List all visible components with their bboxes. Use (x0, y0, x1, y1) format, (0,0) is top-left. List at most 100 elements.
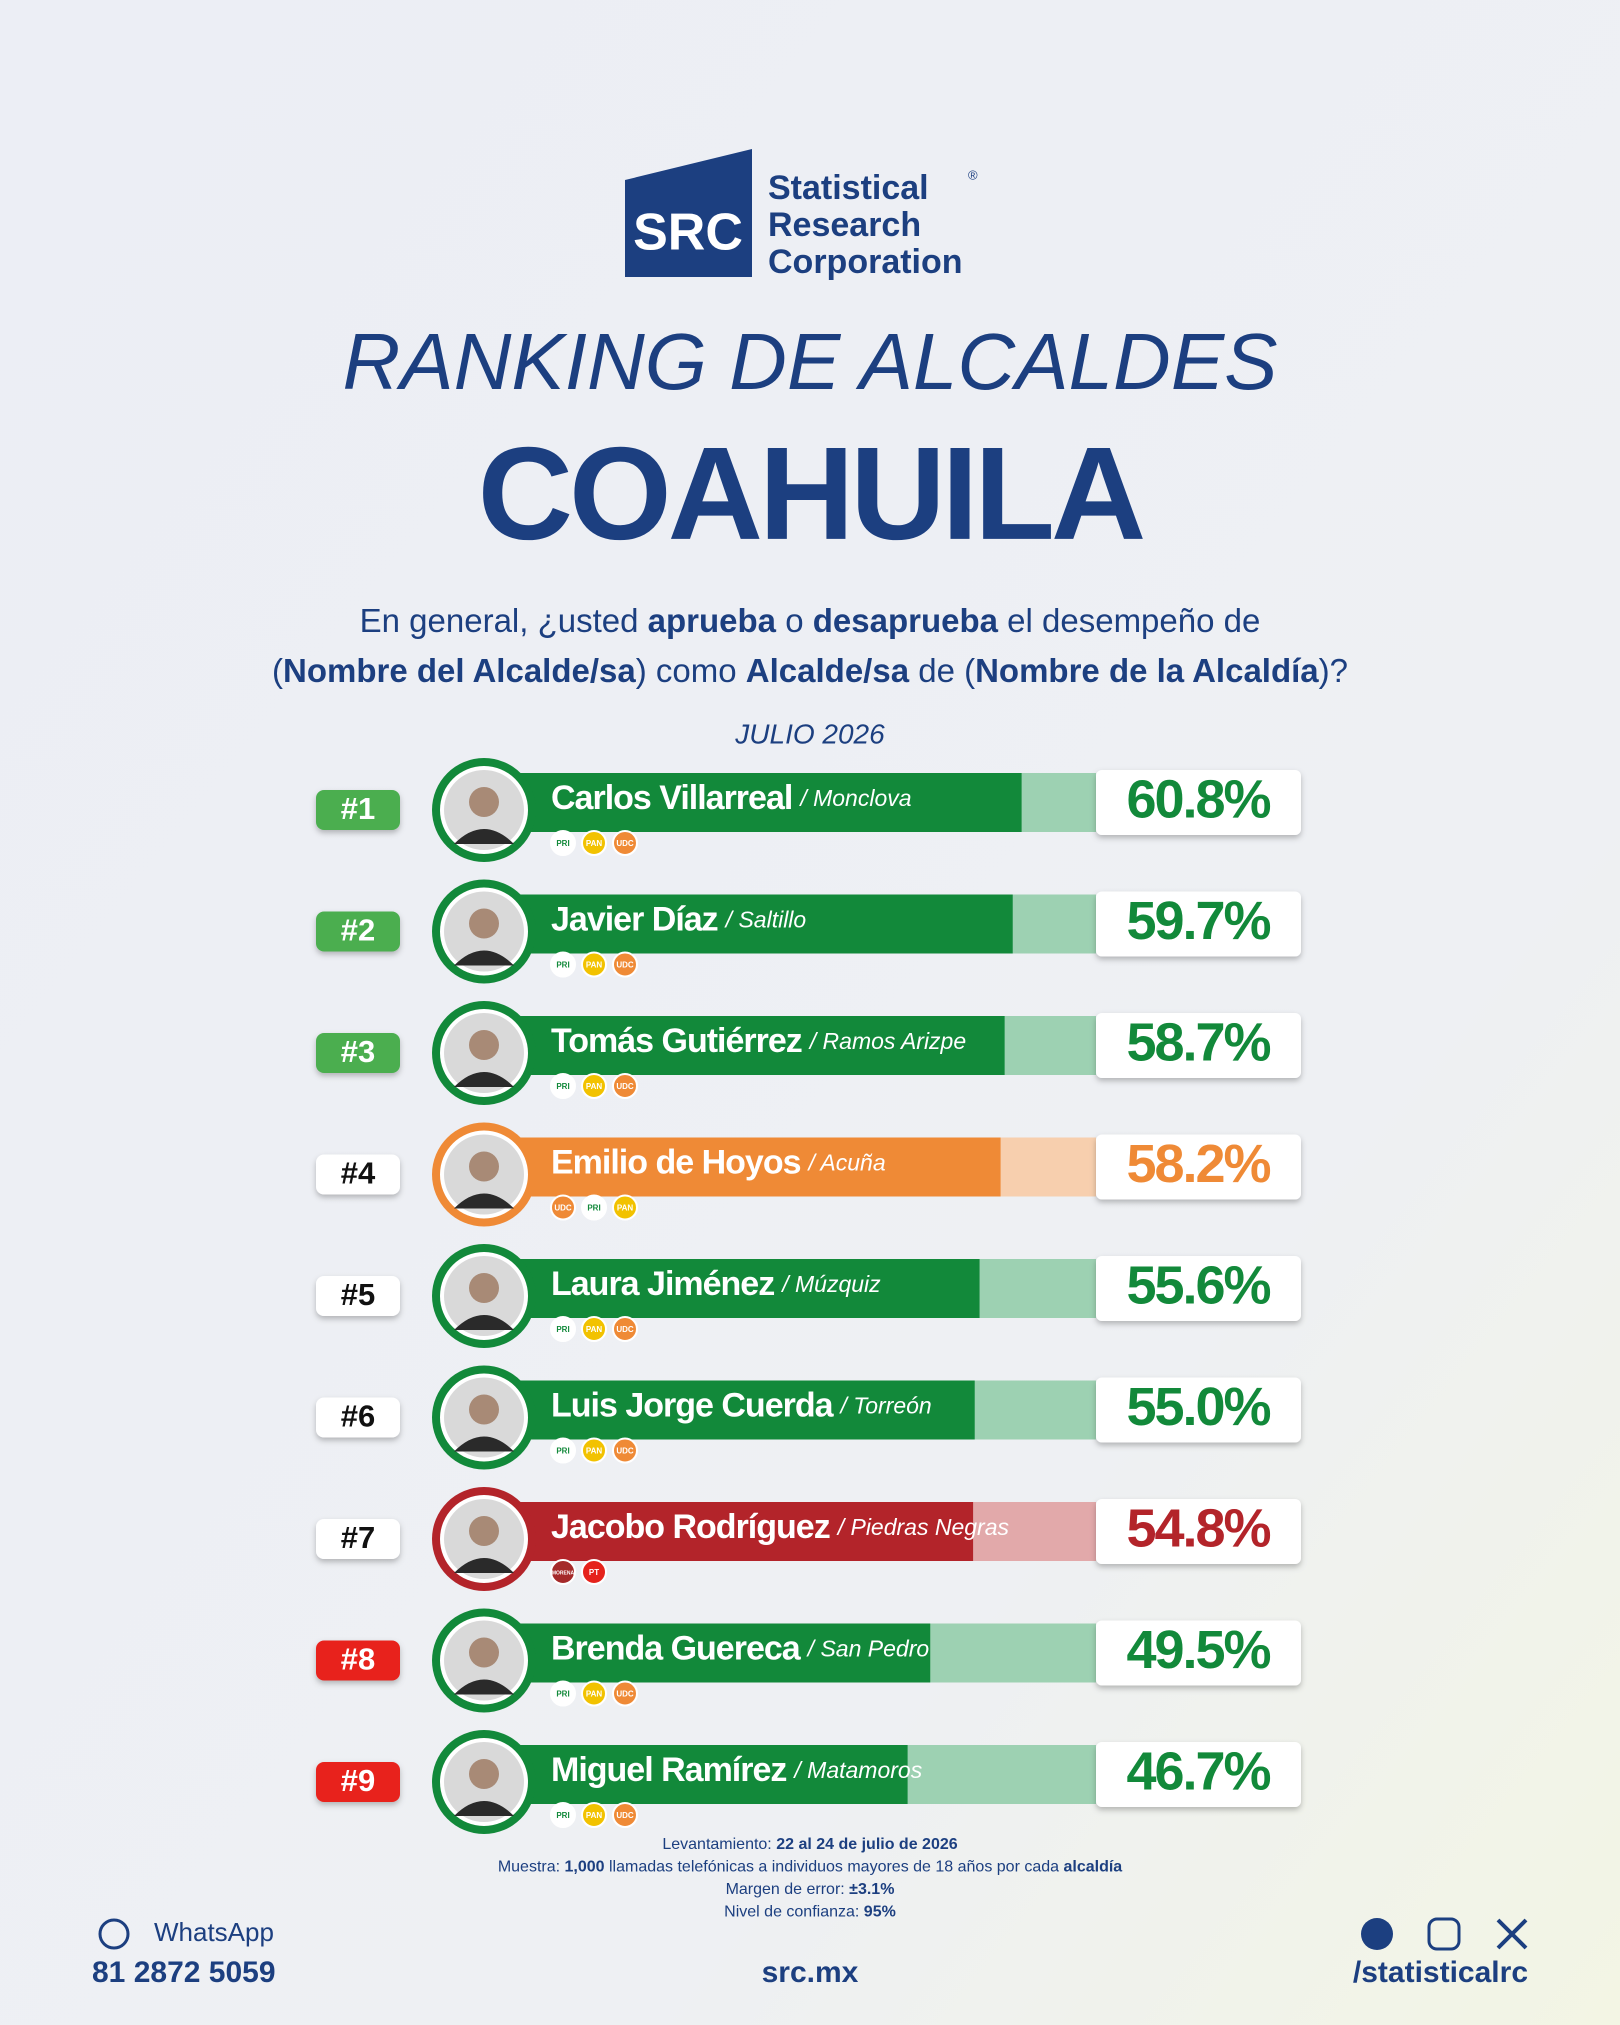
party-icon (612, 1194, 638, 1221)
text-segment: 1,000 (565, 1859, 605, 1876)
party-label: PAN (586, 1082, 603, 1091)
party-icon (550, 1680, 576, 1707)
bar (510, 1259, 980, 1318)
party-icon (612, 1437, 638, 1464)
mayor-label: Jacobo Rodríguez (551, 1508, 830, 1546)
city-label: / Ramos Arizpe (808, 1028, 966, 1054)
text-segment: desaprueba (813, 602, 999, 639)
party-label: PRI (556, 839, 569, 848)
party-label: PAN (586, 1811, 603, 1820)
party-label: UDC (616, 1325, 634, 1334)
party-icon (612, 1680, 638, 1707)
value-label: 46.7% (1126, 1741, 1270, 1801)
methodology-line: Levantamiento: 22 al 24 de julio de 2026 (662, 1836, 957, 1853)
site[interactable]: src.mx (762, 1956, 859, 1989)
text-segment: ±3.1% (849, 1881, 894, 1898)
bar (510, 1502, 974, 1561)
rank-badge (316, 1640, 400, 1681)
phone[interactable]: 81 2872 5059 (92, 1956, 276, 1989)
party-label: PRI (556, 1082, 569, 1091)
text-segment: Levantamiento: (662, 1836, 776, 1853)
instagram-icon[interactable] (1427, 1917, 1461, 1951)
text-segment: Nivel de confianza: (724, 1904, 864, 1921)
photo-body (454, 1193, 514, 1209)
mayor-name: Tomás Gutiérrez / Ramos Arizpe (551, 1022, 966, 1060)
period: JULIO 2026 (734, 718, 885, 749)
party-icon (550, 1437, 576, 1464)
whatsapp-label[interactable]: WhatsApp (154, 1917, 274, 1947)
party-label: PAN (617, 1204, 634, 1213)
party-label: PAN (586, 839, 603, 848)
city-label: / Saltillo (724, 907, 807, 933)
text-segment: de ( (909, 652, 975, 689)
photo-body (454, 1315, 514, 1330)
mayor-label: Miguel Ramírez (551, 1751, 786, 1789)
methodology-line: Muestra: 1,000 llamadas telefónicas a in… (498, 1859, 1122, 1876)
value-box (1096, 1620, 1301, 1686)
mayor-name: Miguel Ramírez / Matamoros (551, 1751, 923, 1789)
party-label: PAN (586, 1325, 603, 1334)
bar (510, 1745, 908, 1804)
value-box (1096, 1256, 1301, 1321)
photo-head (469, 1637, 499, 1668)
handle[interactable]: /statisticalrc (1353, 1956, 1528, 1989)
text-segment: Nombre de la Alcaldía (975, 652, 1319, 689)
party-icon (550, 951, 576, 978)
ranking-row: #9 46.7% Miguel Ramírez / Matamoros PRI PAN UD… (316, 1730, 1301, 1834)
value-label: 49.5% (1126, 1620, 1270, 1680)
party-icon (581, 951, 607, 978)
photo-body (454, 1558, 514, 1573)
bar (510, 1380, 975, 1440)
mayor-label: Emilio de Hoyos (551, 1143, 801, 1181)
mayor-label: Carlos Villarreal (551, 779, 792, 817)
city-label: / San Pedro (806, 1636, 930, 1662)
photo-head (469, 1759, 499, 1789)
party-icon (550, 1316, 576, 1342)
party-icon (612, 1802, 638, 1828)
bar (510, 1623, 931, 1683)
party-icon (612, 951, 638, 978)
ranking-row: #6 55.0% Luis Jorge Cuerda / Torreón PRI PAN U… (316, 1365, 1301, 1470)
logo-mark: SRC (633, 204, 743, 262)
photo-body (454, 1801, 514, 1816)
text-segment: En general, ¿usted (360, 602, 648, 639)
ranking-row: #3 58.7% Tomás Gutiérrez / Ramos Arizpe PRI P… (316, 1001, 1301, 1105)
photo-head (469, 1516, 499, 1546)
party-icon (581, 1559, 607, 1585)
mayor-name: Jacobo Rodríguez / Piedras Negras (551, 1508, 1010, 1546)
party-icon (550, 830, 576, 856)
value-label: 59.7% (1126, 891, 1270, 951)
party-icon (550, 1073, 576, 1099)
party-icon (581, 1680, 607, 1707)
logo-shape (625, 149, 752, 277)
party-icon (612, 1073, 638, 1099)
rank-badge (316, 1519, 400, 1559)
party-icon (581, 830, 607, 856)
party-label: UDC (616, 1082, 634, 1091)
rank-badge (316, 790, 400, 830)
bar (510, 894, 1013, 954)
ranking-row: #8 49.5% Brenda Guereca / San Pedro PRI PAN UD… (316, 1608, 1301, 1713)
text-segment: 22 al 24 de julio de 2026 (776, 1836, 958, 1853)
party-label: UDC (616, 1447, 634, 1456)
rank-label: #1 (341, 791, 375, 826)
methodology-line: Nivel de confianza: 95% (724, 1904, 896, 1921)
party-label: UDC (616, 1811, 634, 1820)
facebook-icon[interactable] (1361, 1918, 1393, 1950)
mayor-name: Laura Jiménez / Múzquiz (551, 1265, 881, 1303)
text-segment: ( (272, 652, 283, 689)
footer: WhatsApp 81 2872 5059 src.mx /statistica… (92, 1917, 1528, 1989)
x-icon[interactable] (1496, 1918, 1528, 1950)
photo-body (454, 950, 514, 966)
city-label: / Múzquiz (780, 1271, 881, 1297)
party-label: PRI (556, 1447, 569, 1456)
party-label: UDC (616, 961, 634, 970)
rank-label: #2 (341, 913, 375, 948)
city-label: / Matamoros (792, 1757, 922, 1783)
party-icon (550, 1802, 576, 1828)
ranking-row: #5 55.6% Laura Jiménez / Múzquiz PRI PAN UDC (316, 1244, 1301, 1348)
party-label: PT (589, 1568, 599, 1577)
rank-label: #7 (341, 1520, 375, 1555)
mayor-name: Emilio de Hoyos / Acuña (551, 1143, 886, 1181)
party-icon (612, 1316, 638, 1342)
